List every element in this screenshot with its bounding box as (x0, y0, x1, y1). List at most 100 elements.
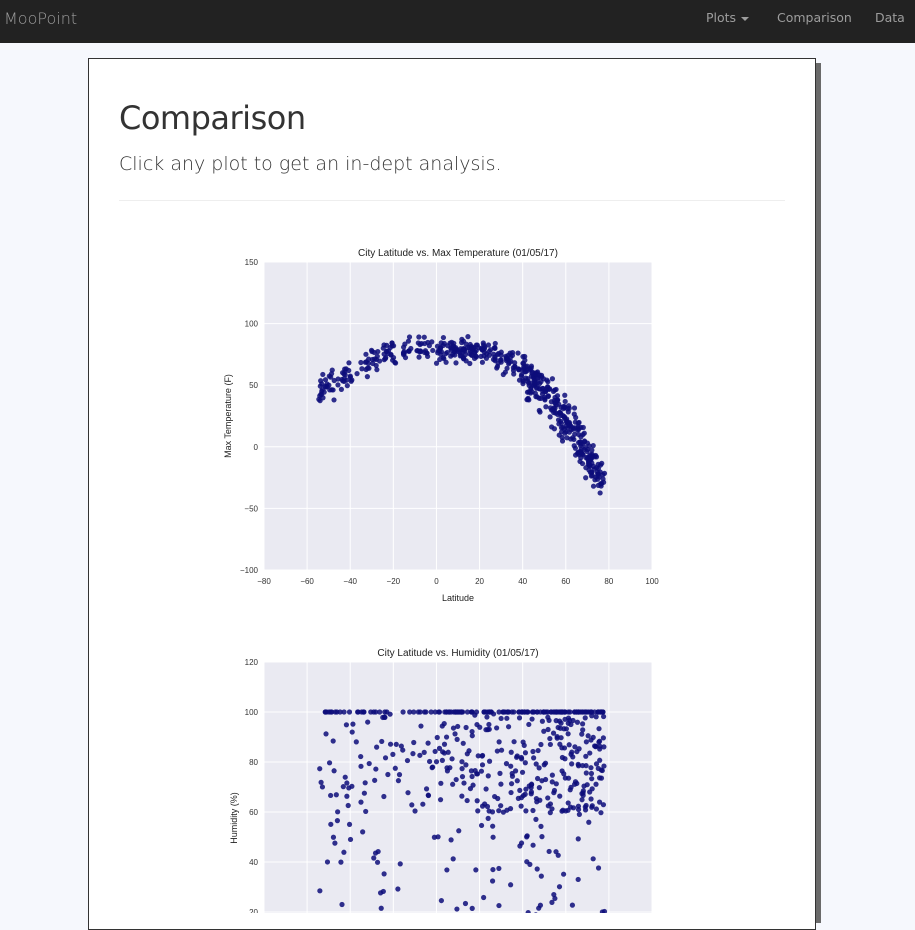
data-point (361, 790, 367, 796)
data-point (593, 781, 599, 787)
y-tick-label: 0 (254, 443, 259, 452)
data-point (549, 772, 555, 778)
data-point (561, 404, 568, 410)
data-point (486, 721, 492, 728)
nav-data-link[interactable]: Data (875, 10, 905, 25)
data-point (473, 709, 480, 715)
data-point (370, 360, 376, 367)
data-point (474, 771, 480, 777)
data-point (598, 775, 605, 781)
data-point (481, 709, 487, 715)
data-point (516, 715, 523, 721)
data-point (405, 790, 411, 796)
data-point (531, 376, 537, 382)
data-point (593, 714, 599, 720)
data-point (429, 765, 435, 771)
data-point (329, 367, 335, 373)
data-point (547, 414, 553, 420)
data-point (542, 760, 549, 766)
data-point (496, 709, 502, 715)
data-point (545, 726, 551, 733)
data-point (528, 363, 535, 369)
data-point (575, 836, 581, 842)
data-point (411, 709, 417, 715)
temperature-plot[interactable]: City Latitude vs. Max Temperature (01/05… (215, 238, 675, 610)
data-point (534, 866, 540, 872)
data-point (590, 483, 597, 489)
data-point (421, 340, 428, 347)
data-point (410, 751, 416, 757)
data-point (508, 789, 514, 796)
data-point (588, 473, 595, 479)
data-point (346, 785, 352, 791)
data-point (322, 377, 329, 383)
data-point (523, 808, 529, 814)
data-point (593, 465, 600, 471)
data-point (569, 761, 575, 767)
data-point (556, 884, 563, 890)
data-point (449, 756, 455, 762)
data-point (471, 355, 478, 362)
data-point (504, 365, 510, 371)
data-point (334, 818, 341, 824)
data-point (364, 374, 370, 380)
data-point (455, 349, 461, 355)
data-point (562, 398, 568, 405)
data-point (342, 372, 348, 378)
y-tick-label: 100 (245, 708, 259, 717)
data-point (498, 747, 505, 753)
data-point (583, 753, 589, 759)
data-point (545, 393, 551, 400)
data-point (545, 714, 551, 720)
data-point (576, 431, 582, 438)
data-point (582, 715, 588, 721)
data-point (524, 833, 530, 839)
brand-link[interactable]: MooPoint (4, 9, 78, 28)
data-point (490, 834, 496, 840)
y-tick-label: −50 (244, 504, 258, 513)
data-point (579, 721, 586, 727)
x-tick-label: −40 (343, 577, 357, 586)
data-point (444, 867, 450, 873)
data-point (491, 351, 497, 357)
data-point (515, 350, 521, 356)
data-point (440, 334, 447, 341)
data-point (407, 709, 413, 715)
data-point (409, 802, 415, 808)
data-point (537, 409, 543, 415)
data-point (426, 758, 433, 765)
data-point (439, 757, 445, 763)
data-point (452, 731, 458, 737)
data-point (441, 721, 447, 727)
data-point (425, 740, 431, 746)
data-point (570, 717, 576, 724)
x-tick-label: 80 (604, 577, 613, 586)
humidity-plot[interactable]: City Latitude vs. Humidity (01/05/17) 20… (215, 638, 675, 913)
data-point (349, 729, 355, 735)
data-point (520, 354, 526, 360)
data-point (577, 449, 584, 455)
data-point (348, 378, 354, 384)
data-point (495, 360, 501, 366)
data-point (506, 359, 512, 365)
data-point (502, 369, 508, 375)
data-point (552, 387, 558, 393)
data-point (500, 809, 506, 815)
data-point (593, 761, 600, 767)
data-point (593, 454, 600, 460)
nav-plots-dropdown[interactable]: Plots (706, 10, 750, 25)
nav-comparison-link[interactable]: Comparison (777, 10, 852, 25)
data-point (570, 805, 577, 811)
data-point (438, 780, 444, 786)
data-point (601, 470, 608, 476)
data-point (525, 910, 531, 913)
data-point (519, 769, 526, 775)
data-point (583, 475, 589, 481)
data-point (463, 724, 469, 731)
data-point (375, 848, 381, 855)
data-point (441, 741, 448, 747)
data-point (332, 709, 338, 715)
data-point (596, 726, 602, 732)
data-point (392, 765, 398, 771)
data-point (527, 861, 533, 867)
